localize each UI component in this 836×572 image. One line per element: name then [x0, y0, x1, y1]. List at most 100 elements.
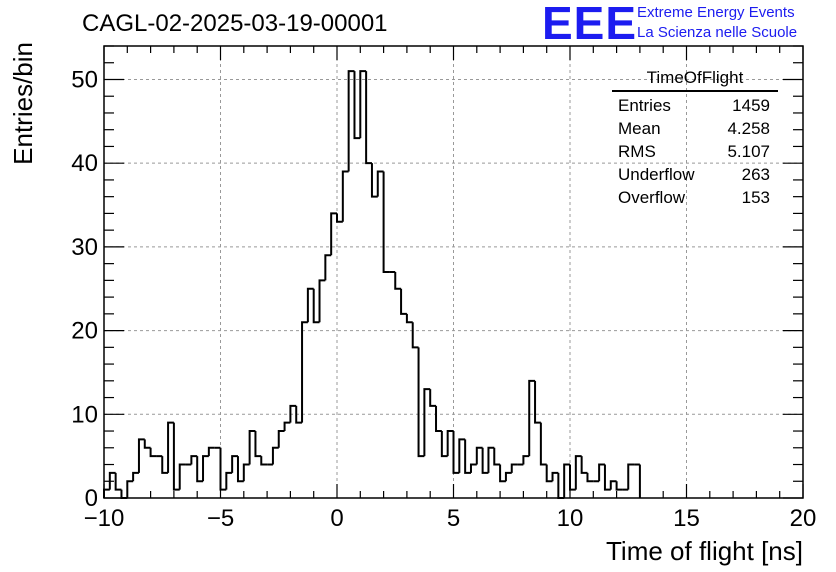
stats-row: Overflow 153: [612, 186, 778, 209]
stats-row: Entries 1459: [612, 94, 778, 117]
histogram-bin: [534, 380, 541, 424]
histogram-bin: [493, 447, 501, 466]
histogram-bin: [330, 212, 337, 256]
grid-lines: [104, 46, 803, 498]
stats-label: RMS: [618, 142, 656, 161]
stats-label: Entries: [618, 96, 671, 115]
ticks: [103, 45, 804, 499]
histogram-bin: [598, 463, 605, 482]
histogram-bin: [452, 431, 460, 474]
stats-box: TimeOfFlight Entries 1459 Mean 4.258 RMS 5.10…: [612, 68, 778, 209]
histogram-bin: [207, 446, 215, 457]
histogram-bin: [510, 463, 518, 473]
histogram-bin: [423, 388, 431, 457]
stats-value: 1459: [732, 96, 770, 115]
histogram-bin: [475, 446, 483, 465]
histogram-bin: [225, 471, 233, 490]
histogram-bin: [312, 288, 320, 324]
histogram-bin: [260, 456, 268, 466]
histogram-bin: [382, 171, 390, 273]
histogram-bin: [190, 455, 198, 465]
stats-row: Mean 4.258: [612, 117, 778, 140]
histogram-bin: [405, 313, 413, 324]
histogram-bin: [318, 279, 326, 323]
histogram-bin: [545, 464, 553, 483]
histogram-bin: [347, 70, 355, 172]
histogram-bin: [365, 71, 372, 165]
stats-value: 263: [741, 165, 770, 184]
histogram-bin: [609, 480, 617, 490]
histogram-bin: [254, 431, 262, 458]
histogram-bin: [336, 213, 343, 223]
histogram-bin: [108, 471, 116, 490]
histogram-bin: [394, 272, 402, 290]
histogram-bin: [236, 456, 244, 483]
histogram-bin: [231, 455, 238, 473]
x-tick-label: −10: [84, 505, 125, 532]
stats-value: 153: [741, 188, 770, 207]
histogram-bin: [359, 70, 367, 139]
histogram-bin: [103, 488, 110, 498]
x-tick-label: 20: [790, 505, 817, 532]
histogram-bin: [172, 422, 180, 491]
histogram-bin: [464, 439, 471, 474]
stats-value: 5.107: [727, 142, 770, 161]
histogram-bin: [277, 430, 285, 448]
histogram-bin: [400, 288, 407, 315]
histogram-bin: [114, 472, 122, 491]
y-tick-label: 30: [71, 234, 98, 261]
histogram-bin: [149, 447, 157, 458]
stats-title: TimeOfFlight: [612, 68, 778, 92]
histogram-bin: [603, 464, 611, 491]
stats-value: 4.258: [727, 119, 770, 138]
histogram-bin: [126, 480, 134, 498]
histogram-bin: [143, 439, 151, 449]
histogram-bin: [353, 71, 361, 140]
histogram-bin: [458, 438, 466, 473]
y-tick-label: 20: [71, 318, 98, 345]
y-tick-label: 0: [85, 485, 98, 512]
histogram-bin: [167, 421, 174, 473]
histogram-bin: [289, 404, 297, 423]
histogram-bars: [103, 70, 641, 499]
histogram-bin: [586, 472, 594, 483]
histogram-bin: [283, 421, 291, 432]
x-tick-label: 0: [330, 505, 343, 532]
histogram-bin: [504, 471, 512, 482]
x-axis-label: Time of flight [ns]: [606, 536, 803, 566]
histogram-bin: [551, 471, 559, 482]
logo-caption-line1: Extreme Energy Events: [637, 4, 795, 21]
eee-logo: EEE: [542, 0, 638, 49]
histogram-bin: [522, 455, 530, 465]
histogram-bin: [446, 430, 454, 457]
stats-label: Underflow: [618, 165, 695, 184]
histogram-bin: [306, 287, 314, 323]
histogram-bin: [178, 463, 186, 490]
histogram-bin: [341, 170, 349, 222]
histogram-bin: [324, 254, 332, 281]
histogram-bin: [499, 464, 506, 483]
histogram-bin: [528, 379, 536, 457]
histogram-bin: [370, 163, 378, 198]
histogram-bin: [417, 347, 425, 458]
histogram-bin: [196, 456, 204, 483]
chart-title: CAGL-02-2025-03-19-00001: [82, 10, 388, 37]
histogram-bin: [563, 463, 570, 498]
histogram-bin: [295, 405, 303, 424]
histogram-bin: [242, 463, 250, 482]
histogram-bin: [469, 463, 477, 473]
histogram-bin: [137, 438, 145, 473]
histogram-bin: [202, 455, 209, 482]
histogram-bin: [481, 447, 489, 474]
histogram-bin: [411, 322, 419, 349]
histogram-bin: [248, 430, 256, 465]
stats-label: Overflow: [618, 188, 686, 207]
histogram-bin: [627, 463, 635, 490]
tick-labels: −10 −5 0 5 10 15 20 0 10 20 30 40 50: [71, 66, 816, 532]
histogram-bin: [580, 456, 588, 474]
histogram-bin: [539, 422, 547, 466]
histogram-bin: [271, 446, 279, 465]
y-tick-label: 40: [71, 150, 98, 177]
logo-caption-line2: La Scienza nelle Scuole: [637, 24, 798, 41]
